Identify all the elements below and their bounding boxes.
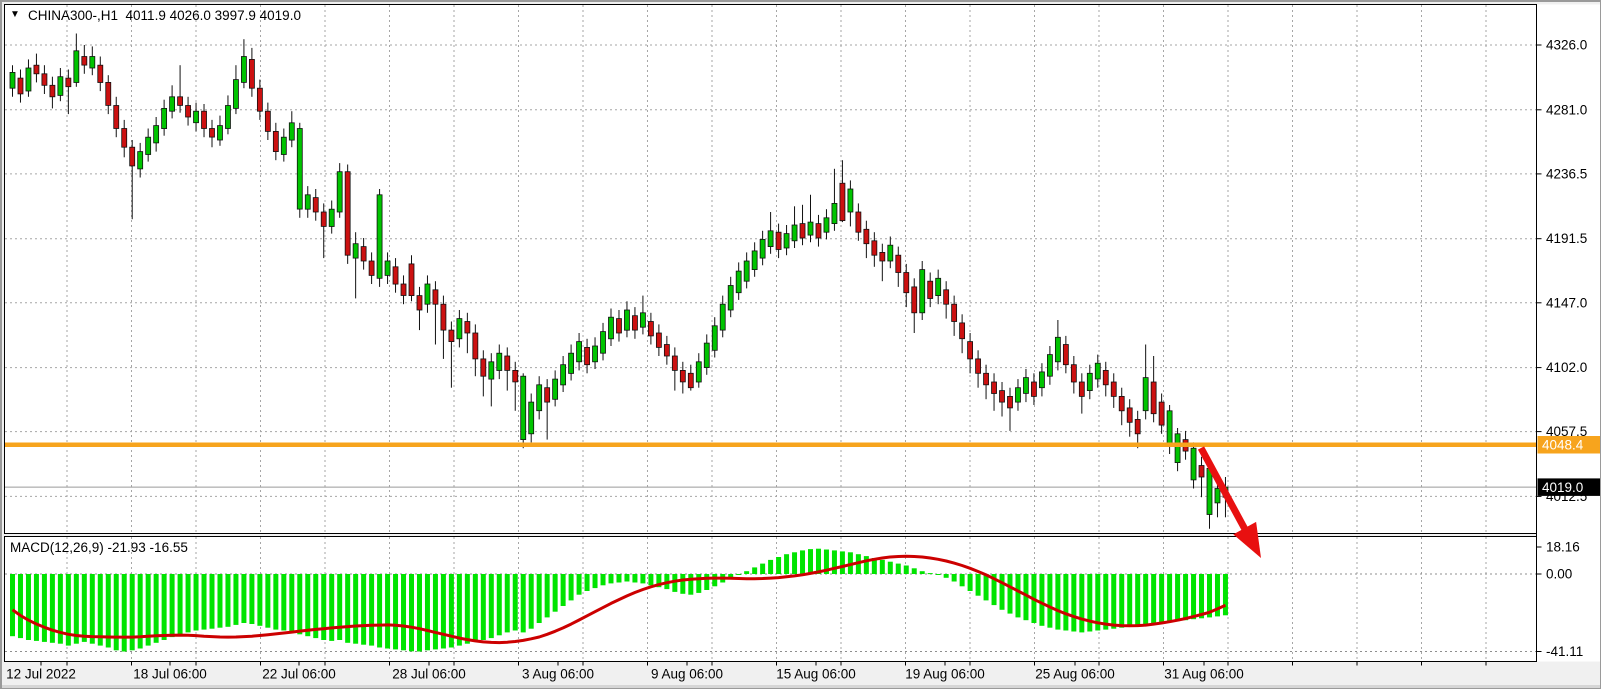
macd-indicator-label: MACD(12,26,9) -21.93 -16.55 — [10, 540, 188, 555]
svg-text:15 Aug 06:00: 15 Aug 06:00 — [776, 667, 856, 682]
time-axis-labels: 12 Jul 2022 18 Jul 06:00 22 Jul 06:00 28 Ju… — [6, 667, 1244, 682]
svg-text:4102.0: 4102.0 — [1546, 360, 1587, 375]
svg-text:-41.11: -41.11 — [1546, 644, 1583, 659]
resistance-price-badge: 4048.4 — [1537, 436, 1600, 454]
horizontal-gridlines — [5, 44, 1536, 497]
symbol-title: CHINA300-,H1 4011.9 4026.0 3997.9 4019.0 — [28, 8, 301, 23]
svg-text:19 Aug 06:00: 19 Aug 06:00 — [905, 667, 985, 682]
svg-text:9 Aug 06:00: 9 Aug 06:00 — [651, 667, 723, 682]
svg-text:18.16: 18.16 — [1546, 540, 1580, 555]
price-axis-labels: 4326.0 4281.0 4236.5 4191.5 4147.0 4102.0 4057… — [1546, 38, 1587, 504]
candles — [9, 33, 1229, 529]
svg-text:12 Jul 2022: 12 Jul 2022 — [6, 667, 76, 682]
svg-text:4326.0: 4326.0 — [1546, 38, 1587, 53]
svg-text:18 Jul 06:00: 18 Jul 06:00 — [133, 667, 207, 682]
svg-text:3 Aug 06:00: 3 Aug 06:00 — [522, 667, 594, 682]
svg-text:28 Jul 06:00: 28 Jul 06:00 — [392, 667, 466, 682]
svg-text:4191.5: 4191.5 — [1546, 231, 1587, 246]
svg-text:31 Aug 06:00: 31 Aug 06:00 — [1164, 667, 1244, 682]
symbol-dropdown-icon[interactable]: ▼ — [10, 9, 20, 20]
trend-arrow[interactable] — [1197, 446, 1261, 558]
svg-text:4281.0: 4281.0 — [1546, 102, 1587, 117]
svg-text:25 Aug 06:00: 25 Aug 06:00 — [1035, 667, 1115, 682]
svg-text:4048.4: 4048.4 — [1542, 438, 1584, 453]
macd-axis-labels: 18.16 0.00 -41.11 — [1546, 540, 1583, 660]
svg-text:4019.0: 4019.0 — [1542, 480, 1583, 495]
svg-text:4147.0: 4147.0 — [1546, 295, 1587, 310]
svg-text:0.00: 0.00 — [1546, 567, 1572, 582]
svg-text:4057.5: 4057.5 — [1546, 424, 1587, 439]
svg-text:22 Jul 06:00: 22 Jul 06:00 — [262, 667, 336, 682]
bid-price-badge: 4019.0 — [1537, 478, 1600, 496]
svg-text:4236.5: 4236.5 — [1546, 166, 1587, 181]
macd-signal-line — [11, 554, 1227, 645]
macd-histogram — [10, 548, 1228, 652]
